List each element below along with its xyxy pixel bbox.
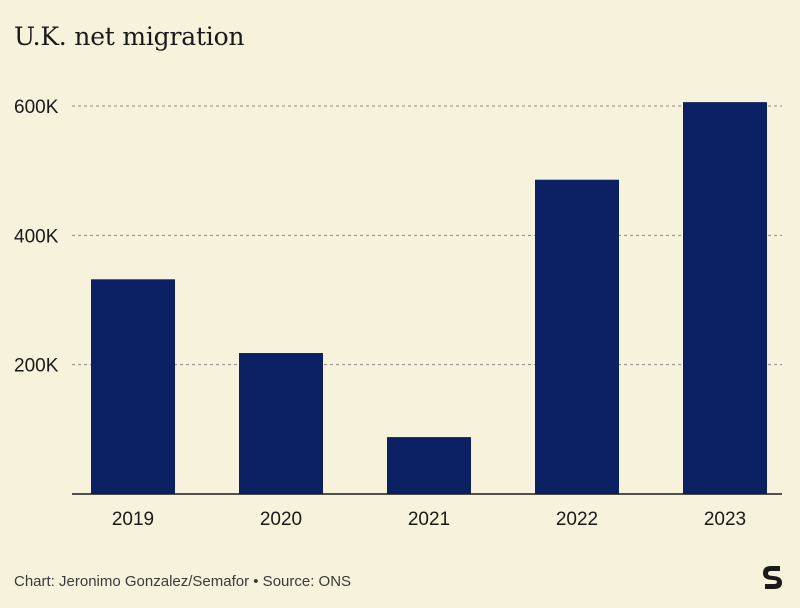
grid-lines bbox=[72, 105, 782, 366]
x-tick-label: 2020 bbox=[260, 509, 302, 530]
x-tick-label: 2023 bbox=[704, 509, 746, 530]
y-axis-tick-labels: 200K 400K 600K bbox=[14, 97, 59, 377]
source-credit: Chart: Jeronimo Gonzalez/Semafor • Sourc… bbox=[14, 573, 352, 590]
bars bbox=[91, 102, 767, 495]
x-tick-label: 2021 bbox=[408, 509, 450, 530]
bar-2023 bbox=[683, 102, 767, 495]
x-axis-tick-labels: 2019 2020 2021 2022 2023 bbox=[112, 509, 746, 530]
bar-2022 bbox=[535, 179, 619, 494]
y-tick-label: 400K bbox=[14, 226, 59, 247]
bar-2021 bbox=[387, 437, 471, 494]
bar-chart: 200K 400K 600K 2019 2020 2021 2022 2023 bbox=[14, 97, 782, 530]
bar-2020 bbox=[239, 353, 323, 494]
x-tick-label: 2019 bbox=[112, 509, 154, 530]
chart-title: U.K. net migration bbox=[14, 22, 245, 51]
y-tick-label: 200K bbox=[14, 356, 59, 377]
bar-2019 bbox=[91, 279, 175, 494]
y-tick-label: 600K bbox=[14, 97, 59, 118]
x-tick-label: 2022 bbox=[556, 509, 598, 530]
semafor-logo-icon bbox=[763, 566, 782, 589]
